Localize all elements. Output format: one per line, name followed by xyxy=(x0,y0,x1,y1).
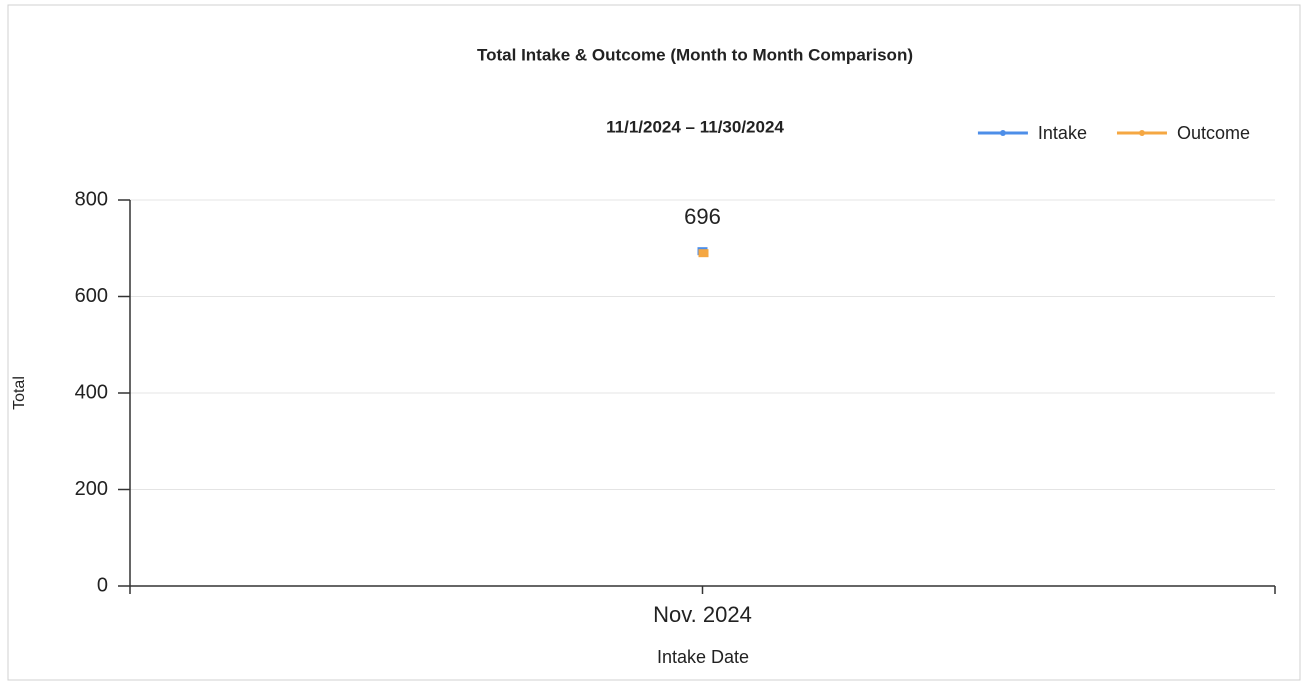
x-axis-label: Intake Date xyxy=(657,647,749,667)
chart-title: Total Intake & Outcome (Month to Month C… xyxy=(477,45,913,64)
y-tick-label: 200 xyxy=(75,478,108,500)
y-tick-label: 400 xyxy=(75,381,108,403)
legend-marker xyxy=(999,130,1006,136)
legend-marker xyxy=(1138,130,1145,136)
legend-label: Outcome xyxy=(1177,123,1250,143)
y-tick-label: 0 xyxy=(97,574,108,596)
data-label: 696 xyxy=(684,204,721,229)
data-point xyxy=(698,249,709,258)
y-tick-label: 600 xyxy=(75,285,108,307)
legend-label: Intake xyxy=(1038,123,1087,143)
y-tick-label: 800 xyxy=(75,188,108,210)
chart-border xyxy=(7,4,1301,681)
y-axis-label: Total xyxy=(11,376,28,410)
x-tick-label: Nov. 2024 xyxy=(653,602,752,627)
chart-subtitle: 11/1/2024 – 11/30/2024 xyxy=(606,117,784,136)
